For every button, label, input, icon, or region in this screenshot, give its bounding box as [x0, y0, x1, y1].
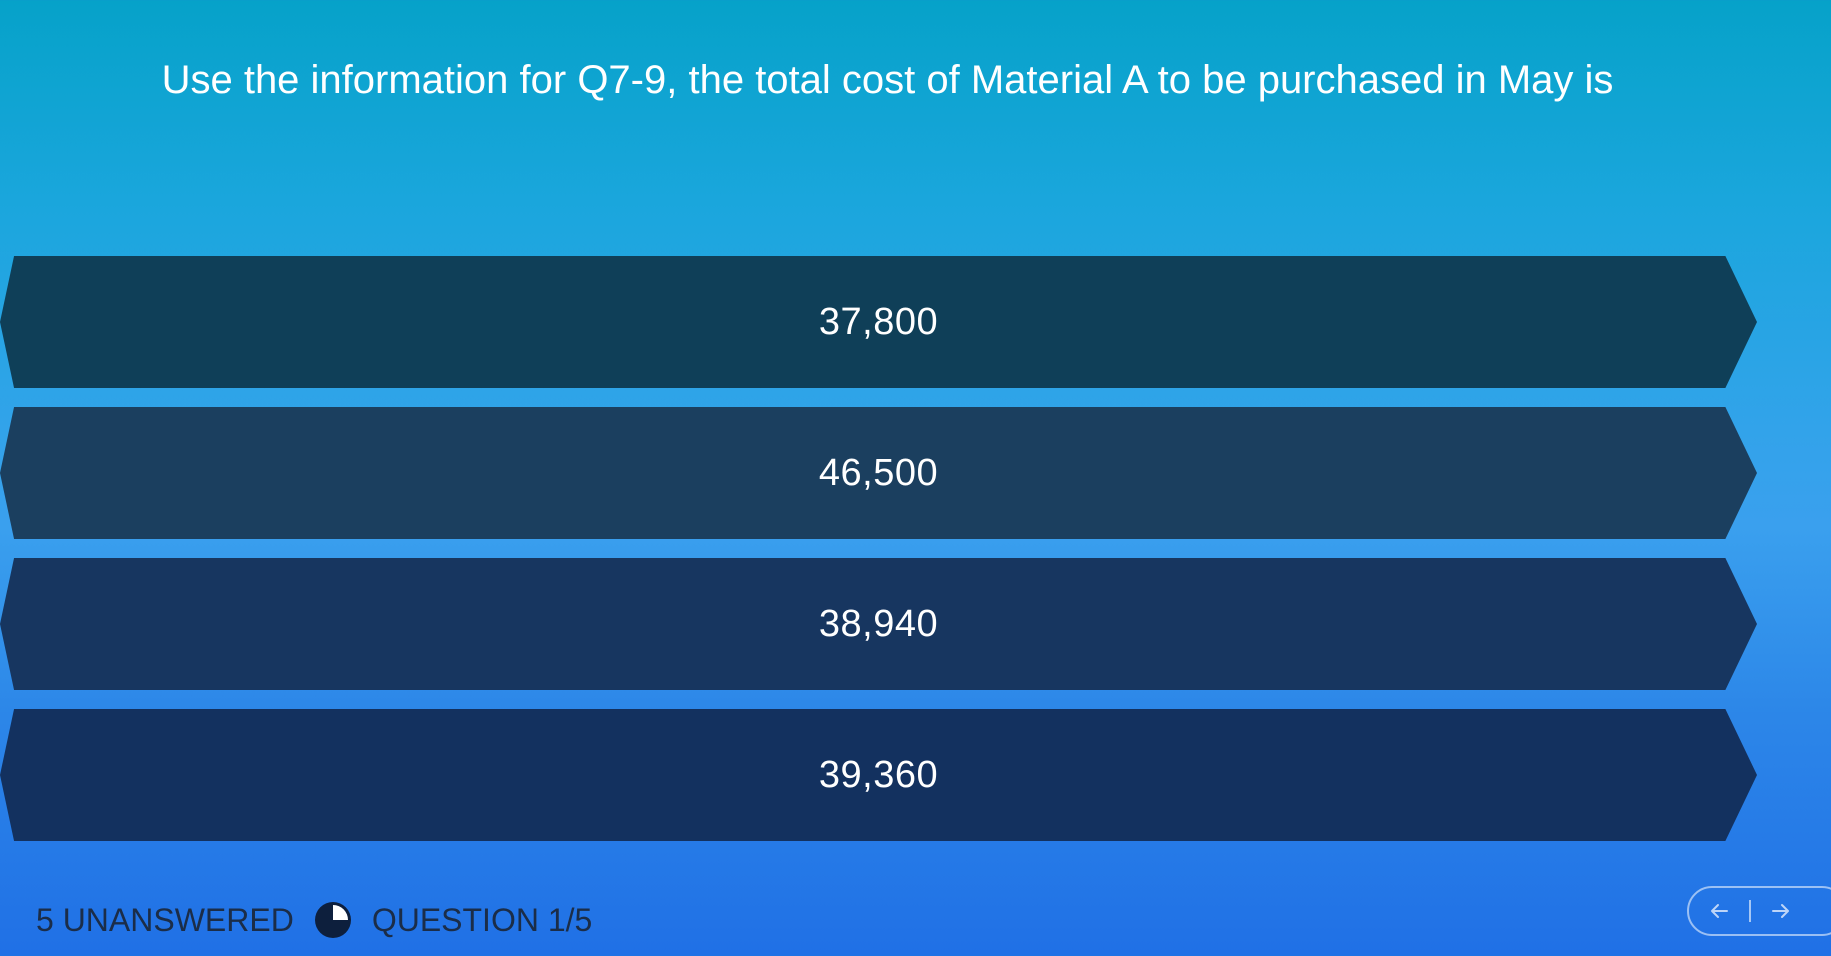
- arrow-right-icon: [1772, 904, 1789, 918]
- progress-pie-icon: [314, 901, 352, 939]
- question-navigation: [1687, 886, 1831, 936]
- answer-option-4[interactable]: 39,360: [0, 709, 1757, 841]
- question-counter: QUESTION 1/5: [371, 901, 593, 938]
- answer-option-1[interactable]: 37,800: [0, 256, 1757, 388]
- question-text: Use the information for Q7-9, the total …: [161, 58, 1614, 102]
- answer-options: 37,800 46,500 38,940 39,360: [0, 256, 1757, 860]
- answer-option-label: 37,800: [818, 300, 939, 343]
- answer-option-3[interactable]: 38,940: [0, 558, 1757, 690]
- arrow-left-icon: [1711, 904, 1728, 918]
- next-question-button[interactable]: [1751, 888, 1811, 934]
- answer-option-label: 39,360: [818, 753, 939, 796]
- nav-divider: [1749, 900, 1751, 922]
- answer-option-label: 38,940: [818, 602, 939, 645]
- answer-option-label: 46,500: [818, 451, 939, 494]
- answer-option-2[interactable]: 46,500: [0, 407, 1757, 539]
- previous-question-button[interactable]: [1689, 888, 1749, 934]
- unanswered-count: 5 UNANSWERED: [36, 901, 294, 938]
- quiz-footer: 5 UNANSWERED QUESTION 1/5: [36, 895, 592, 945]
